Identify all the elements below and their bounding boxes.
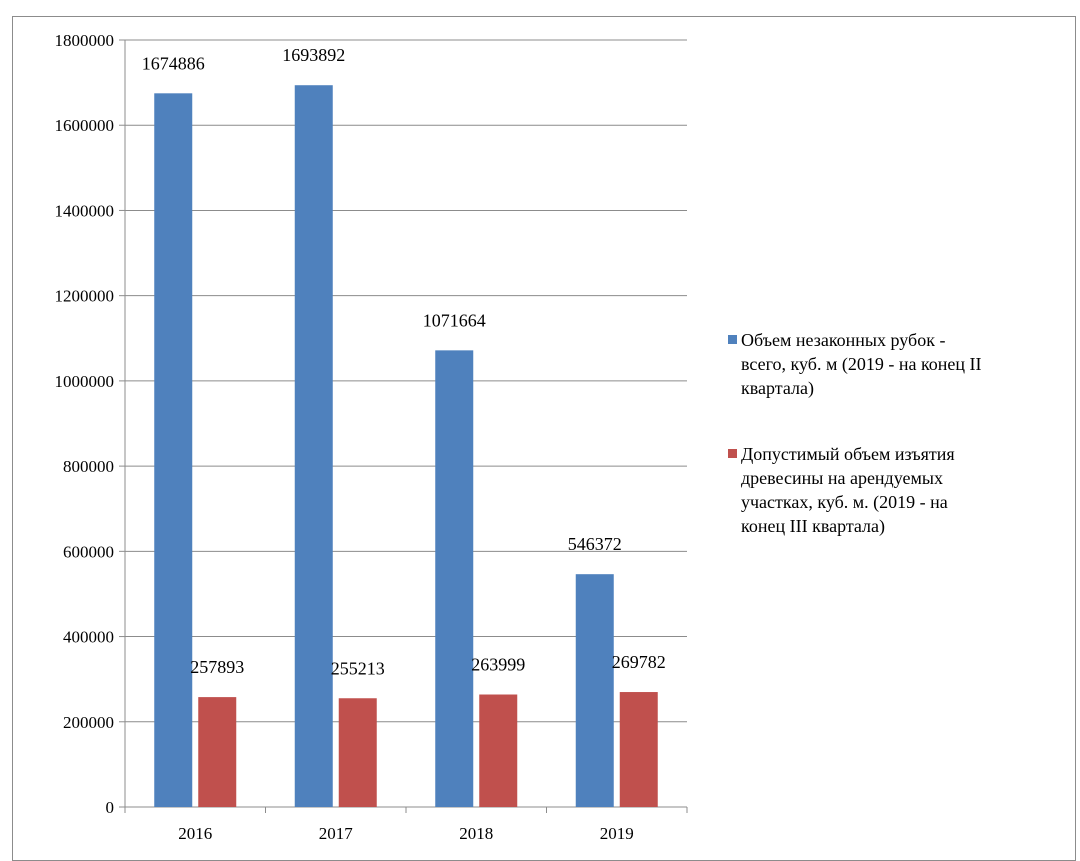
legend-label: Допустимый объем изъятия древесины на ар… xyxy=(741,444,955,536)
y-axis: 0 200000 400000 600000 800000 1000000 1200000 1… xyxy=(55,31,126,817)
data-label: 255213 xyxy=(331,658,385,678)
x-tick-label: 2019 xyxy=(600,824,634,843)
bar xyxy=(575,574,614,807)
bar xyxy=(338,698,377,807)
x-tick-label: 2016 xyxy=(178,824,212,843)
bar xyxy=(479,694,518,807)
y-tick-label: 200000 xyxy=(63,713,114,732)
bars xyxy=(154,85,658,808)
bar xyxy=(435,350,474,807)
legend-label: Объем незаконных рубок - всего, куб. м (… xyxy=(741,330,982,398)
data-label: 1693892 xyxy=(282,45,345,65)
bar xyxy=(294,85,333,807)
data-label: 546372 xyxy=(568,534,622,554)
data-label: 263999 xyxy=(471,655,525,675)
y-tick-label: 600000 xyxy=(63,542,114,561)
data-label: 269782 xyxy=(612,652,666,672)
y-tick-label: 1800000 xyxy=(55,31,115,50)
bar xyxy=(198,697,237,807)
bar xyxy=(619,692,658,807)
y-tick-label: 1600000 xyxy=(55,116,115,135)
legend-swatch-blue xyxy=(728,335,737,344)
y-tick-label: 800000 xyxy=(63,457,114,476)
data-labels: 1674886 257893 1693892 255213 1071664 263999 5… xyxy=(142,45,666,678)
data-label: 1674886 xyxy=(142,53,205,73)
y-tick-label: 1000000 xyxy=(55,372,115,391)
legend-item-allowed-harvest: Допустимый объем изъятия древесины на ар… xyxy=(728,442,1048,538)
y-tick-label: 400000 xyxy=(63,628,114,647)
y-tick-label: 0 xyxy=(106,798,115,817)
data-label: 257893 xyxy=(190,657,244,677)
bar xyxy=(154,93,193,808)
legend: Объем незаконных рубок - всего, куб. м (… xyxy=(728,328,1048,538)
x-tick-label: 2018 xyxy=(459,824,493,843)
x-tick-label: 2017 xyxy=(319,824,354,843)
data-label: 1071664 xyxy=(423,310,486,330)
y-tick-label: 1200000 xyxy=(55,287,115,306)
legend-swatch-red xyxy=(728,449,737,458)
legend-item-illegal-logging: Объем незаконных рубок - всего, куб. м (… xyxy=(728,328,1048,400)
y-tick-label: 1400000 xyxy=(55,201,115,220)
x-axis: 2016 2017 2018 2019 xyxy=(124,806,688,843)
